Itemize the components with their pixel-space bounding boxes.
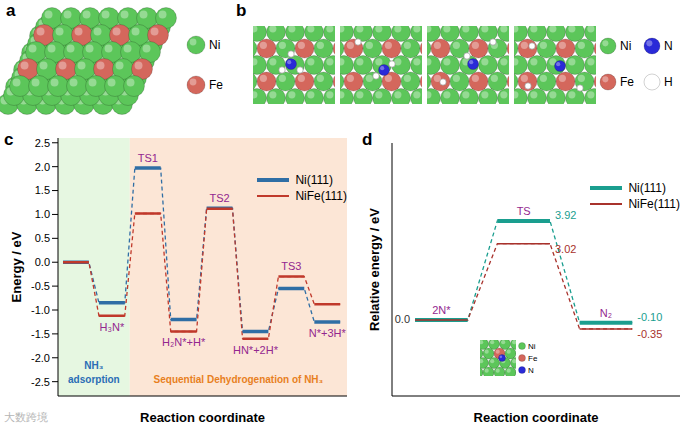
html-text:d: d [362, 130, 373, 149]
svg-text:Reaction coordinate: Reaction coordinate [140, 410, 265, 425]
svg-text:2.5: 2.5 [35, 137, 50, 149]
svg-text:-0.35: -0.35 [637, 328, 662, 340]
svg-text:adsorption: adsorption [68, 374, 120, 385]
svg-text:TS1: TS1 [138, 152, 158, 164]
html-text:Ni(111): Ni(111) [295, 173, 333, 187]
svg-text:H₂N*+H*: H₂N*+H* [162, 336, 206, 348]
svg-text:3.92: 3.92 [555, 209, 576, 221]
svg-text:N: N [528, 366, 534, 375]
svg-text:-2.5: -2.5 [31, 376, 50, 388]
svg-text:3.02: 3.02 [555, 243, 576, 255]
html-text:NiFe(111): NiFe(111) [295, 189, 347, 203]
svg-text:TS2: TS2 [209, 192, 229, 204]
svg-text:-0.5: -0.5 [31, 280, 50, 292]
svg-text:HN*+2H*: HN*+2H* [233, 344, 279, 356]
svg-text:0.5: 0.5 [35, 232, 50, 244]
svg-text:Fe: Fe [209, 78, 223, 92]
html-text:NiFe(111): NiFe(111) [628, 197, 680, 211]
html-text:c: c [4, 130, 14, 149]
svg-text:0.0: 0.0 [35, 256, 50, 268]
svg-text:b: b [236, 1, 246, 20]
svg-text:TS: TS [517, 205, 531, 217]
svg-text:NH₃: NH₃ [84, 360, 103, 371]
svg-text:Ni: Ni [209, 38, 220, 52]
svg-text:-1.5: -1.5 [31, 328, 50, 340]
html-text:大数跨境: 大数跨境 [4, 411, 48, 423]
svg-text:Reaction coordinate: Reaction coordinate [474, 410, 599, 425]
svg-text:Sequential Dehydrogenation of: Sequential Dehydrogenation of NH₃ [154, 374, 324, 385]
svg-text:1.0: 1.0 [35, 208, 50, 220]
svg-text:2N*: 2N* [432, 304, 451, 316]
svg-text:H: H [664, 75, 673, 89]
html-text:Ni(111): Ni(111) [628, 181, 666, 195]
svg-text:a: a [6, 1, 16, 20]
svg-text:-0.10: -0.10 [637, 311, 662, 323]
svg-text:Relative energy / eV: Relative energy / eV [367, 208, 382, 331]
svg-text:Energy / eV: Energy / eV [9, 231, 24, 302]
svg-text:Fe: Fe [528, 354, 538, 363]
svg-text:0.0: 0.0 [395, 313, 410, 325]
svg-text:1.5: 1.5 [35, 184, 50, 196]
svg-text:N*+3H*: N*+3H* [309, 327, 347, 339]
svg-text:H₃N*: H₃N* [100, 321, 125, 333]
svg-text:Fe: Fe [620, 75, 634, 89]
svg-text:N₂: N₂ [600, 307, 612, 319]
svg-text:N: N [664, 39, 673, 53]
svg-text:Ni: Ni [620, 39, 631, 53]
svg-text:TS3: TS3 [281, 260, 301, 272]
svg-text:2.0: 2.0 [35, 161, 50, 173]
svg-text:-1.0: -1.0 [31, 304, 50, 316]
svg-text:Ni: Ni [528, 342, 536, 351]
svg-text:-2.0: -2.0 [31, 352, 50, 364]
